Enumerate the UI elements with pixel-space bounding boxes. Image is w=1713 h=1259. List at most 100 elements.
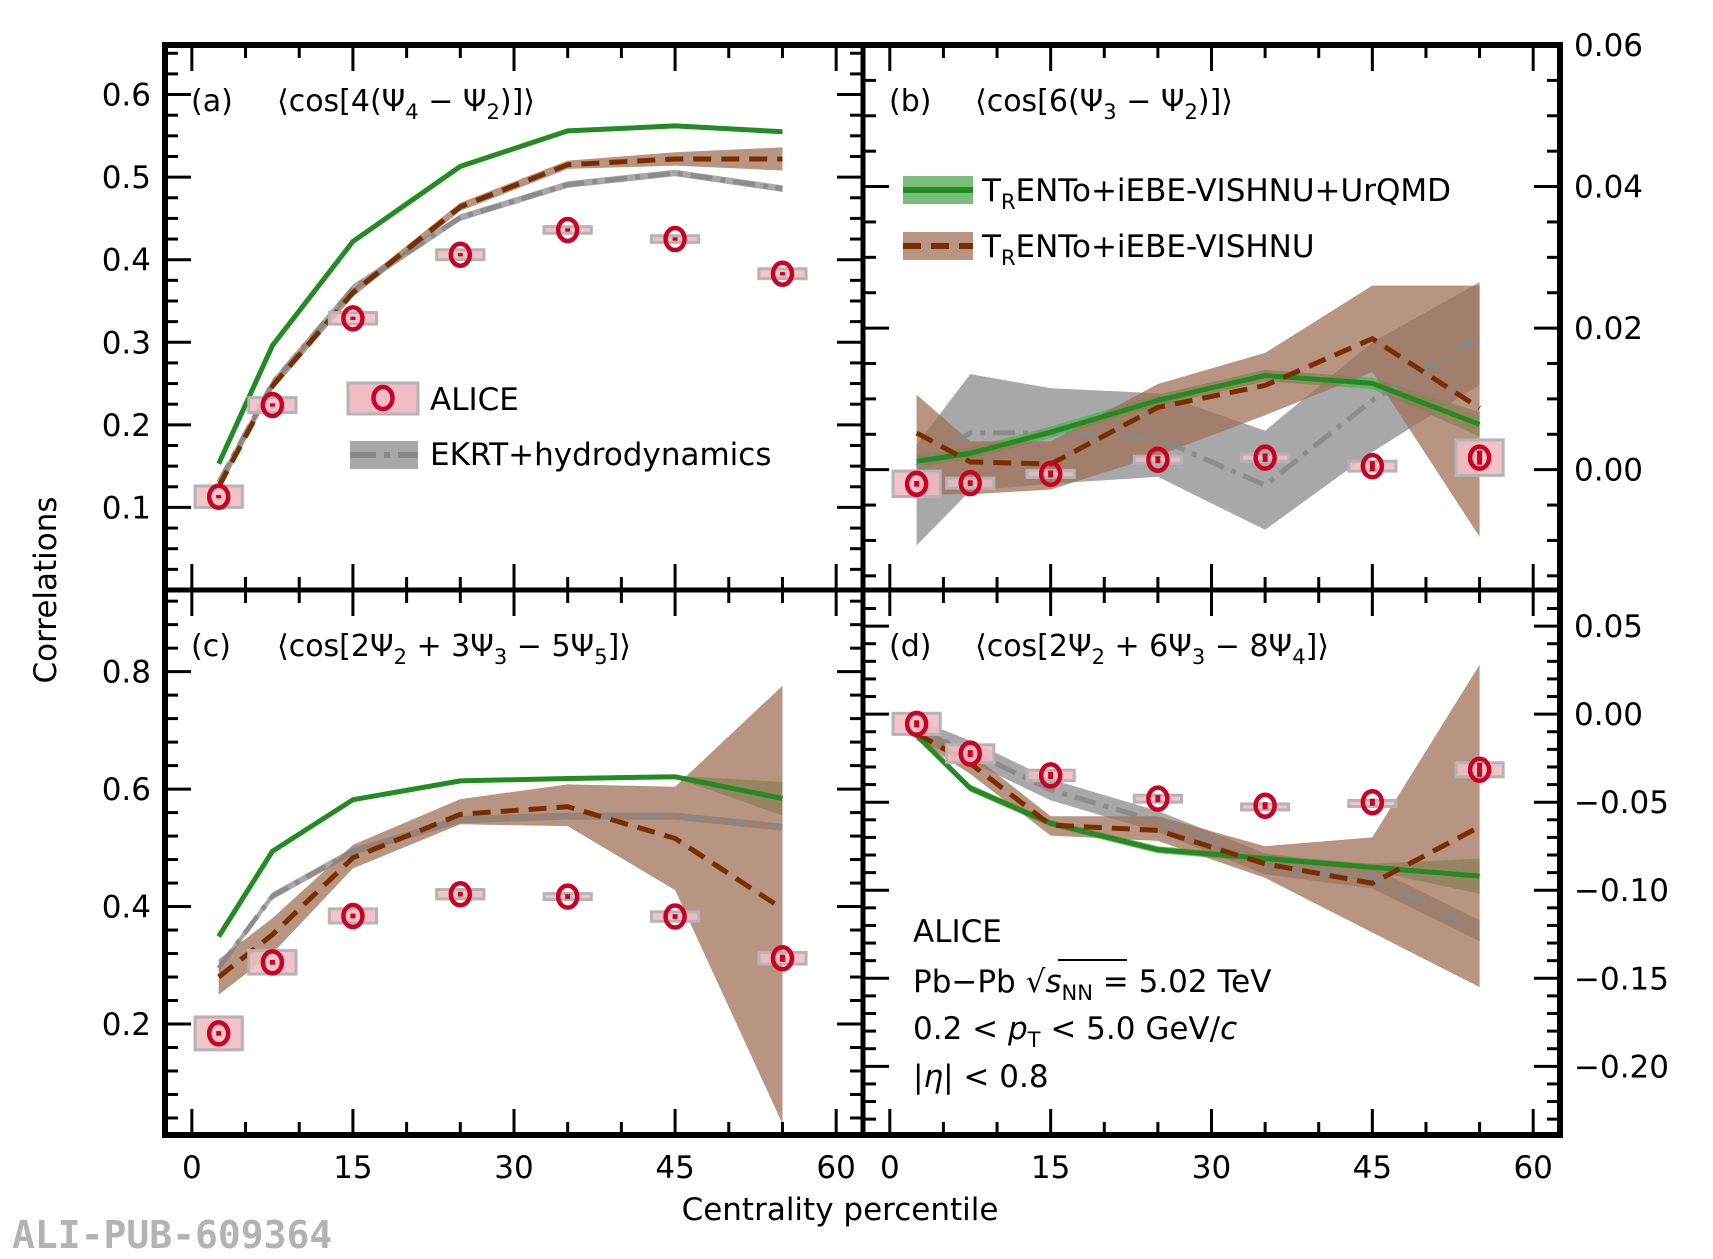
line-trento-a [216,156,783,488]
plot-area-a [193,123,808,510]
info-experiment: ALICE [913,914,1002,950]
alice-marker [1360,452,1385,480]
band-trento-d [916,664,1480,988]
panel-a: 0.1 0.2 0.3 0.4 0.5 0.6 (a) ⟨cos[4(Ψ4 − Ψ2)]⟩ [102,45,863,592]
line-trento_urqmd-c [216,774,783,938]
y-tick-label: 0.05 [1574,609,1643,645]
panel-title: ⟨cos[6(Ψ3 − Ψ2)]⟩ [975,84,1233,124]
alice-marker [448,880,473,908]
alice-marker [1253,792,1277,819]
plot-area-b [891,282,1505,546]
alice-marker [663,225,687,253]
alice-point [1132,785,1183,812]
line-trento_urqmd-d [914,733,1480,879]
y-tick-label: 0.4 [102,243,151,279]
line-ekrt-b [915,335,1481,489]
x-tick-label: 30 [1192,1150,1231,1186]
y-tick-label: 0.02 [1574,311,1643,347]
panel-tag: (a) [191,84,233,119]
alice-marker [1467,756,1492,784]
alice-point [1025,762,1076,789]
alice-point [649,903,701,930]
panel-c: 0.2 0.4 0.6 0.8 0 15 30 45 60 (c) ⟨cos[2Ψ2 + 3Ψ3 −… [102,590,863,1186]
alice-point [1454,438,1505,477]
alice-point [1025,460,1076,488]
info-pt-range: 0.2 < pT < 5.0 GeV/c [913,1011,1237,1052]
line-ekrt-a [216,170,783,484]
alice-marker [341,902,365,930]
panel-tag: (b) [889,84,931,119]
x-tick-label: 15 [1031,1150,1070,1186]
alice-marker [555,883,580,910]
y-tick-label: 0.6 [102,772,151,808]
alice-marker [958,740,982,767]
panel-title: ⟨cos[2Ψ2 + 6Ψ3 − 8Ψ4]⟩ [975,629,1329,669]
alice-point [1132,446,1183,474]
y-tick-label: −0.20 [1574,1049,1669,1085]
legend-label: TRENTo+iEBE-VISHNU+UrQMD [981,173,1451,214]
alice-point [757,260,808,287]
alice-marker [958,469,982,497]
alice-point [327,305,379,332]
watermark: ALI-PUB-609364 [12,1213,332,1257]
alice-point [757,944,808,972]
panel-title: ⟨cos[2Ψ2 + 3Ψ3 − 5Ψ5]⟩ [277,629,631,669]
alice-marker [1146,785,1170,812]
alice-marker [1038,460,1063,488]
legend-panel-b: TRENTo+iEBE-VISHNU+UrQMD TRENTo+iEBE-VISH… [903,173,1451,270]
y-tick-label: 0.04 [1574,170,1643,206]
alice-point [542,216,593,244]
legend-panel-a: ALICE EKRT+hydrodynamics [346,381,771,473]
alice-point [1454,756,1505,784]
alice-marker [260,391,285,419]
legend-label: ALICE [430,382,519,418]
line-ekrt-c [216,813,783,970]
x-tick-label: 60 [816,1150,855,1186]
y-tick-label: 0.3 [102,325,151,361]
panel-d: −0.20 −0.15 −0.10 −0.05 0.00 0.05 0 15 30 45 60 (d)… [863,589,1669,1186]
plot-area-d [891,664,1505,988]
y-tick-label: 0.5 [102,160,151,196]
alice-point [1240,792,1291,819]
alice-marker [904,710,929,738]
band-trento-c [218,685,783,1124]
alice-point [247,949,298,976]
x-tick-label: 15 [333,1150,372,1186]
y-tick-label: 0.06 [1574,28,1643,64]
alice-marker [663,903,687,930]
y-tick-label: 0.4 [102,890,151,926]
x-tick-label: 45 [655,1150,694,1186]
alice-point [435,241,486,268]
legend-label: EKRT+hydrodynamics [430,437,771,473]
alice-point [1347,452,1398,480]
y-tick-label: 0.8 [102,655,151,691]
alice-point [247,391,298,419]
alice-point [435,880,486,908]
y-tick-label: 0.6 [102,78,151,114]
alice-point [891,710,942,738]
alice-marker [1360,788,1385,816]
y-axis-title: Correlations [28,496,64,683]
panel-tag: (c) [191,629,231,664]
panel-tag: (d) [889,629,931,664]
y-tick-label: 0.00 [1574,697,1643,733]
alice-marker [1146,446,1170,474]
x-axis-title: Centrality percentile [682,1192,999,1228]
alice-marker [206,1020,231,1047]
panels-layer: 0.10.20.30.40.50.6 (a) ⟨cos[4(Ψ4 − Ψ2)]⟩0.… [102,28,1669,1186]
alice-point [945,740,996,767]
frame-layer [162,42,1563,1138]
line-trento_urqmd-b [916,372,1481,464]
alice-point [649,225,701,253]
alice-point [193,1015,244,1052]
x-tick-label: 60 [1513,1150,1552,1186]
alice-marker [1038,762,1063,789]
y-tick-label: 0.1 [102,490,151,526]
y-tick-label: −0.10 [1574,873,1669,909]
legend-alice-marker [371,384,395,412]
legend-label: TRENTo+iEBE-VISHNU [981,229,1315,270]
alice-point [945,469,996,497]
x-tick-label: 45 [1353,1150,1392,1186]
alice-point [1240,444,1291,471]
